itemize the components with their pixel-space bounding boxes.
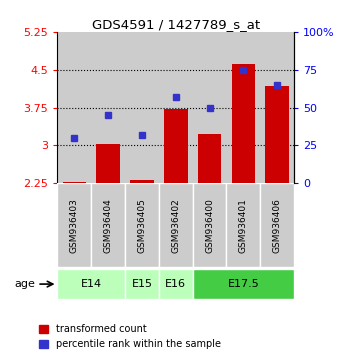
Bar xyxy=(260,32,294,183)
Text: GSM936400: GSM936400 xyxy=(205,198,214,253)
Bar xyxy=(226,183,260,267)
Bar xyxy=(96,144,120,183)
Text: GSM936405: GSM936405 xyxy=(138,198,146,253)
Text: E17.5: E17.5 xyxy=(227,279,259,289)
Text: GSM936406: GSM936406 xyxy=(273,198,282,253)
Text: E14: E14 xyxy=(81,279,102,289)
Title: GDS4591 / 1427789_s_at: GDS4591 / 1427789_s_at xyxy=(92,18,260,31)
Bar xyxy=(57,269,125,299)
Bar xyxy=(159,32,193,183)
Bar xyxy=(265,86,289,183)
Text: GSM936404: GSM936404 xyxy=(104,198,113,253)
Bar xyxy=(164,109,188,183)
Bar xyxy=(125,32,159,183)
Text: GSM936402: GSM936402 xyxy=(171,198,180,253)
Legend: transformed count, percentile rank within the sample: transformed count, percentile rank withi… xyxy=(39,324,221,349)
Bar xyxy=(125,183,159,267)
Bar xyxy=(193,269,294,299)
Bar xyxy=(193,32,226,183)
Text: E15: E15 xyxy=(131,279,152,289)
Text: GSM936403: GSM936403 xyxy=(70,198,79,253)
Bar xyxy=(57,183,91,267)
Bar xyxy=(226,32,260,183)
Bar xyxy=(232,64,255,183)
Bar xyxy=(260,183,294,267)
Bar xyxy=(193,183,226,267)
Bar xyxy=(198,134,221,183)
Bar xyxy=(91,183,125,267)
Bar xyxy=(125,269,159,299)
Bar xyxy=(159,269,193,299)
Text: GSM936401: GSM936401 xyxy=(239,198,248,253)
Text: age: age xyxy=(15,279,35,289)
Bar xyxy=(63,182,86,183)
Text: E16: E16 xyxy=(165,279,186,289)
Bar xyxy=(91,32,125,183)
Bar xyxy=(130,180,154,183)
Bar xyxy=(159,183,193,267)
Bar xyxy=(57,32,91,183)
